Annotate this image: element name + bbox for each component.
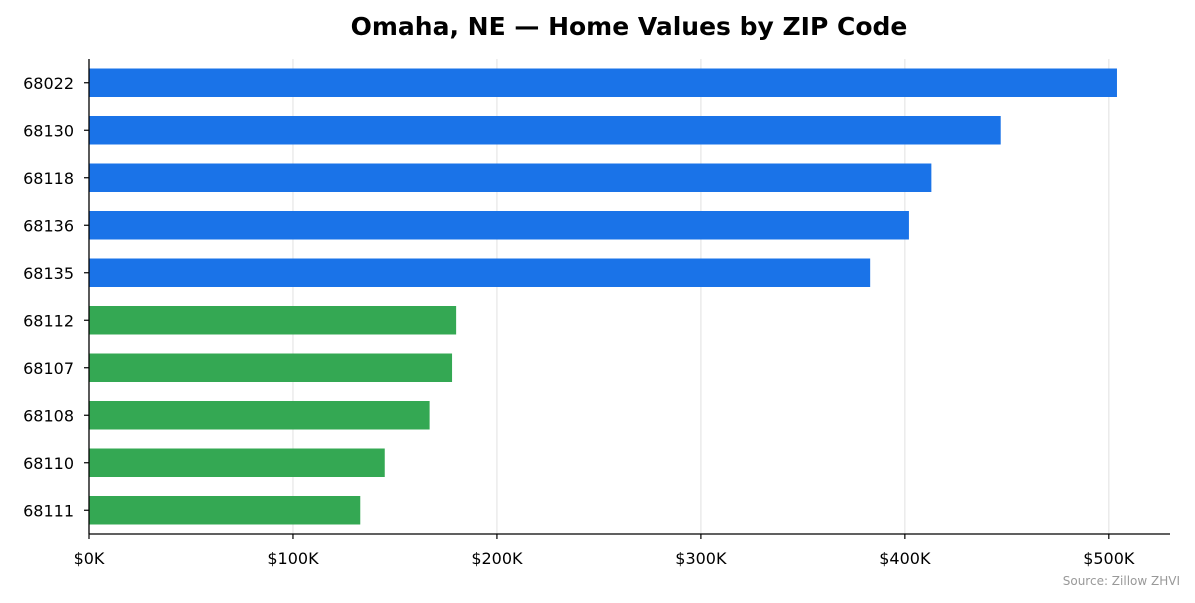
y-tick-label-68022: 68022 xyxy=(23,74,74,93)
x-tick-label: $100K xyxy=(267,549,319,568)
x-tick-labels: $0K $100K $200K $300K $400K $500K xyxy=(74,534,1135,568)
y-tick-label-68118: 68118 xyxy=(23,169,74,188)
source-note: Source: Zillow ZHVI xyxy=(1063,574,1180,588)
bar-68112 xyxy=(89,306,457,335)
bar-68111 xyxy=(89,496,361,525)
y-tick-label-68107: 68107 xyxy=(23,359,74,378)
chart-title: Omaha, NE — Home Values by ZIP Code xyxy=(351,12,908,41)
bar-68136 xyxy=(89,211,909,240)
bars xyxy=(89,68,1117,525)
x-tick-label: $500K xyxy=(1083,549,1135,568)
y-tick-label-68130: 68130 xyxy=(23,121,74,140)
x-tick-label: $300K xyxy=(675,549,727,568)
bar-68135 xyxy=(89,258,871,287)
bar-68107 xyxy=(89,353,453,382)
y-tick-label-68136: 68136 xyxy=(23,216,74,235)
y-tick-label-68110: 68110 xyxy=(23,454,74,473)
x-tick-label: $0K xyxy=(74,549,105,568)
bar-68110 xyxy=(89,448,385,477)
axes xyxy=(88,59,1170,535)
x-tick-label: $200K xyxy=(471,549,523,568)
bar-68108 xyxy=(89,401,430,430)
y-tick-label-68112: 68112 xyxy=(23,311,74,330)
y-tick-label-68108: 68108 xyxy=(23,406,74,425)
bar-68022 xyxy=(89,68,1117,97)
y-tick-label-68135: 68135 xyxy=(23,264,74,283)
bar-68130 xyxy=(89,116,1001,145)
y-tick-labels: 68022 68130 68118 68136 68135 68112 68107 68108… xyxy=(23,74,89,520)
x-tick-label: $400K xyxy=(879,549,931,568)
bar-68118 xyxy=(89,163,932,192)
y-tick-label-68111: 68111 xyxy=(23,501,74,520)
